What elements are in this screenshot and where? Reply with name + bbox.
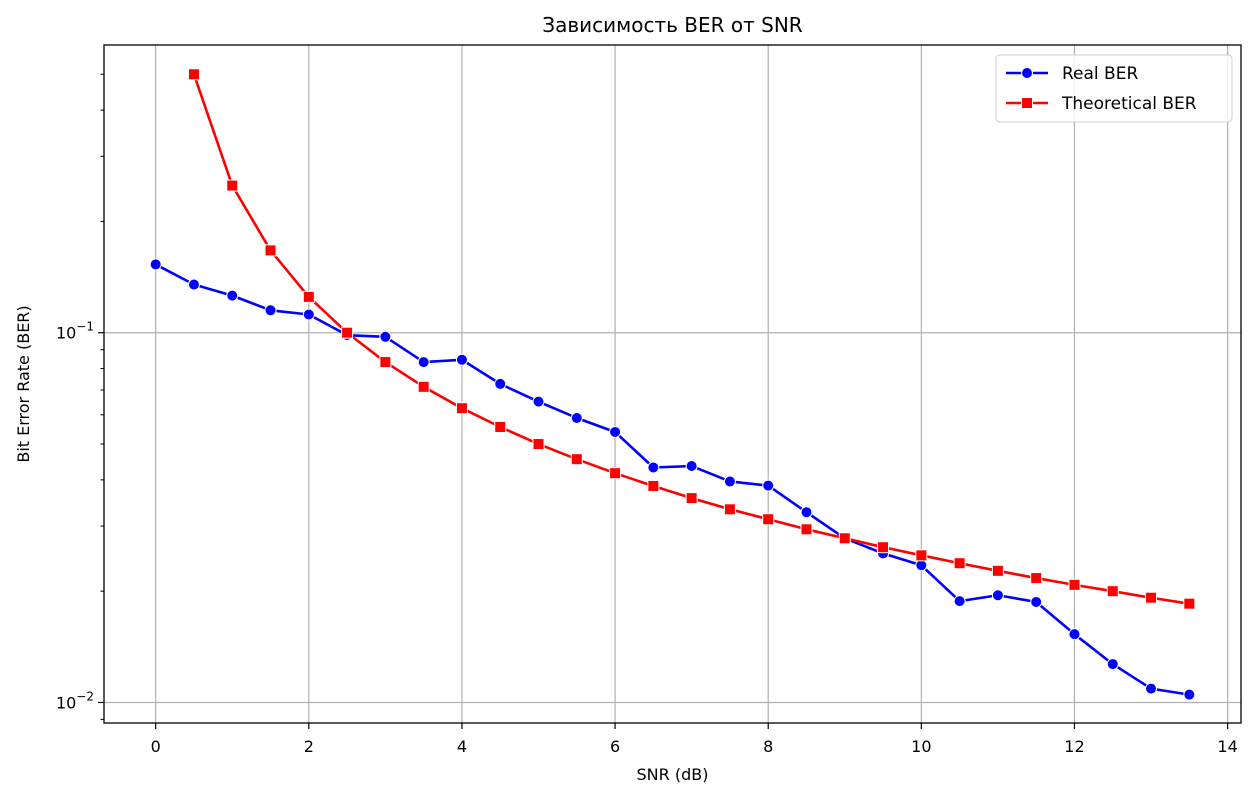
data-point [838, 532, 851, 545]
data-point [647, 479, 660, 492]
data-point [302, 290, 315, 303]
data-point [1030, 595, 1043, 608]
legend-box [995, 54, 1233, 123]
data-point [264, 244, 277, 257]
series-line [155, 263, 1190, 696]
chart-title: Зависимость BER от SNR [542, 13, 802, 37]
x-tick-label: 0 [151, 737, 161, 756]
data-point [417, 380, 430, 393]
x-tick-label: 12 [1064, 737, 1084, 756]
legend-label: Real BER [1062, 64, 1138, 84]
data-point [379, 356, 392, 369]
data-point [1030, 572, 1043, 585]
data-point [762, 513, 775, 526]
data-point [379, 330, 392, 343]
data-point [609, 425, 622, 438]
data-point [417, 356, 430, 369]
y-tick-label: 10−1 [56, 320, 94, 343]
data-point [1145, 682, 1158, 695]
series-layer [149, 68, 1196, 701]
x-axis-label: SNR (dB) [637, 765, 709, 784]
x-tick-label: 14 [1217, 737, 1237, 756]
data-point [877, 541, 890, 554]
x-tick-label: 10 [911, 737, 931, 756]
data-point [953, 595, 966, 608]
data-point [685, 492, 698, 505]
data-point [1106, 585, 1119, 598]
data-point [723, 475, 736, 488]
series-theoretical-ber [187, 68, 1196, 610]
legend-label: Theoretical BER [1061, 94, 1197, 114]
y-axis-label: Bit Error Rate (BER) [14, 305, 33, 462]
data-point [570, 453, 583, 466]
data-point [991, 564, 1004, 577]
data-point [187, 278, 200, 291]
data-point [149, 258, 162, 271]
data-point [991, 589, 1004, 602]
legend-entry: Real BER [1006, 64, 1138, 84]
data-point [723, 503, 736, 516]
data-point [609, 467, 622, 480]
data-point [1068, 628, 1081, 641]
x-tick-label: 6 [610, 737, 620, 756]
data-point [494, 377, 507, 390]
x-tick-label: 4 [457, 737, 467, 756]
data-point [532, 395, 545, 408]
axes: 0 2 4 6 8 10 12 14 10−1 10−2 [56, 44, 1242, 756]
data-point [302, 308, 315, 321]
data-point [187, 68, 200, 81]
data-point [1106, 658, 1119, 671]
data-point [762, 479, 775, 492]
grid [104, 45, 1241, 723]
data-point [532, 438, 545, 451]
series-real-ber [149, 258, 1196, 701]
data-point [685, 460, 698, 473]
data-point [455, 353, 468, 366]
data-point [226, 289, 239, 302]
data-point [800, 506, 813, 519]
data-point [570, 411, 583, 424]
legend-marker [1021, 97, 1033, 109]
data-point [1068, 578, 1081, 591]
data-point [647, 461, 660, 474]
data-point [1183, 688, 1196, 701]
data-point [915, 559, 928, 572]
data-point [953, 557, 966, 570]
data-point [264, 304, 277, 317]
plot-frame [103, 44, 1242, 724]
data-point [915, 549, 928, 562]
data-point [800, 523, 813, 536]
data-point [455, 402, 468, 415]
data-point [341, 326, 354, 339]
y-tick-label: 10−2 [56, 689, 94, 712]
legend: Real BER Theoretical BER [995, 54, 1233, 123]
data-point [1145, 591, 1158, 604]
data-point [494, 420, 507, 433]
x-tick-label: 8 [763, 737, 773, 756]
data-point [1183, 597, 1196, 610]
data-point [226, 179, 239, 192]
legend-entry: Theoretical BER [1006, 94, 1197, 114]
x-tick-label: 2 [304, 737, 314, 756]
legend-marker [1021, 67, 1033, 79]
